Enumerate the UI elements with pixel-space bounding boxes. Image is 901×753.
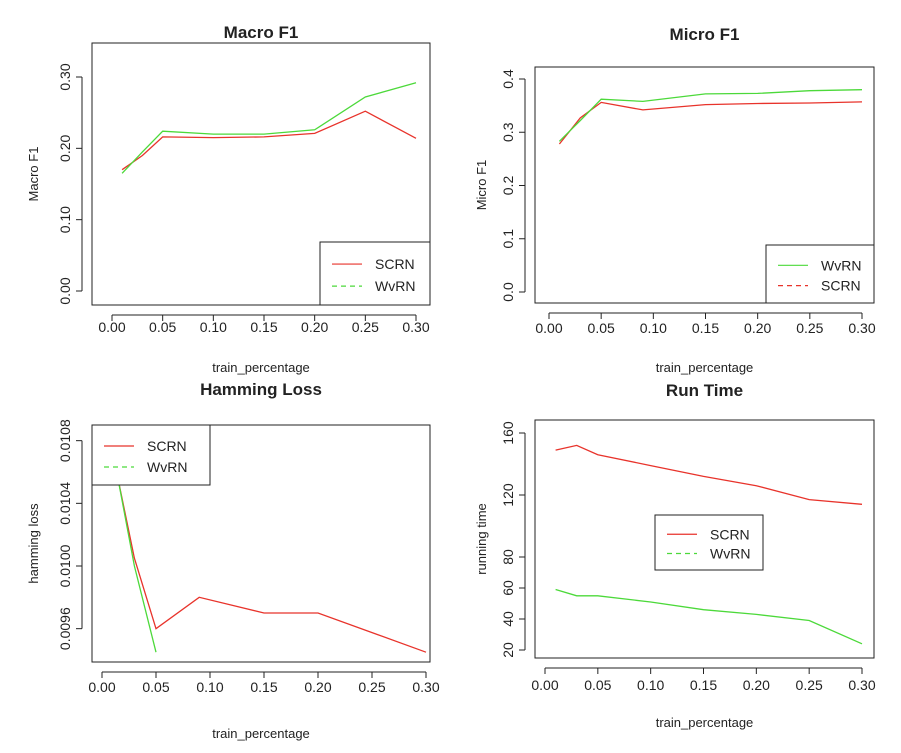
legend-box [654, 514, 764, 571]
y-tick-label: 20 [500, 642, 516, 658]
legend: SCRN WvRN [654, 514, 764, 571]
y-axis-label: Micro F1 [474, 160, 489, 211]
y-tick-label: 0.1 [500, 229, 516, 249]
x-tick-label: 0.15 [692, 320, 719, 336]
legend-label-wvrn: WvRN [821, 257, 861, 273]
chart-title: Macro F1 [224, 23, 299, 42]
legend: SCRN WvRN [91, 424, 211, 486]
x-axis-label: train_percentage [212, 726, 310, 741]
y-axis-label: running time [474, 503, 489, 575]
legend-label-wvrn: WvRN [147, 459, 187, 475]
x-tick-label: 0.10 [200, 319, 227, 335]
x-tick-label: 0.25 [358, 679, 385, 695]
y-tick-label: 0.0108 [57, 419, 73, 462]
y-tick-label: 0.4 [500, 69, 516, 89]
y-tick-label: 0.00 [57, 277, 73, 304]
x-axis-label: train_percentage [656, 715, 754, 730]
x-tick-label: 0.05 [149, 319, 176, 335]
x-tick-label: 0.30 [412, 679, 439, 695]
series-line-wvrn [558, 89, 863, 142]
x-tick-label: 0.15 [250, 319, 277, 335]
x-tick-label: 0.05 [588, 320, 615, 336]
y-tick-label: 60 [500, 580, 516, 596]
y-axis-label: Macro F1 [26, 147, 41, 202]
series-line-scrn [558, 101, 863, 145]
y-tick-label: 0.2 [500, 176, 516, 196]
x-tick-label: 0.15 [250, 679, 277, 695]
x-tick-label: 0.25 [352, 319, 379, 335]
y-tick-label: 0.0096 [57, 607, 73, 650]
legend-label-scrn: SCRN [710, 526, 750, 542]
legend-label-wvrn: WvRN [710, 546, 750, 562]
legend-label-scrn: SCRN [147, 438, 187, 454]
x-tick-label: 0.00 [88, 679, 115, 695]
x-tick-label: 0.10 [196, 679, 223, 695]
x-tick-label: 0.00 [531, 677, 558, 693]
x-tick-label: 0.30 [402, 319, 429, 335]
y-tick-label: 80 [500, 549, 516, 565]
legend: WvRN SCRN [765, 244, 875, 304]
legend: SCRN WvRN [319, 241, 431, 306]
x-tick-label: 0.00 [98, 319, 125, 335]
series-line-wvrn [555, 588, 863, 645]
x-tick-label: 0.00 [535, 320, 562, 336]
x-tick-label: 0.05 [142, 679, 169, 695]
y-tick-label: 0.20 [57, 134, 73, 161]
y-tick-label: 120 [500, 483, 516, 507]
x-axis-label: train_percentage [656, 360, 754, 375]
chart-title: Run Time [666, 381, 743, 400]
x-tick-label: 0.20 [743, 677, 770, 693]
x-tick-label: 0.20 [744, 320, 771, 336]
plot-frame [91, 42, 431, 306]
chart-panel-3: Hamming Loss 0.00 0.05 0.10 0.15 0.20 0.25 0.30… [26, 380, 440, 741]
chart-panel-4: Run Time 0.00 0.05 0.10 0.15 0.20 0.25 0.30 20 40… [474, 381, 876, 730]
chart-panel-1: Macro F1 0.00 0.05 0.10 0.15 0.20 0.25 0.30 0.00… [26, 23, 431, 375]
y-tick-label: 0.3 [500, 122, 516, 142]
x-tick-label: 0.25 [796, 320, 823, 336]
y-tick-label: 160 [500, 421, 516, 445]
x-tick-label: 0.30 [848, 677, 875, 693]
y-tick-label: 0.0100 [57, 544, 73, 587]
legend-label-scrn: SCRN [821, 278, 861, 294]
legend-box [319, 241, 431, 306]
legend-label-wvrn: WvRN [375, 278, 415, 294]
x-tick-label: 0.20 [301, 319, 328, 335]
y-tick-label: 0.30 [57, 63, 73, 90]
x-tick-label: 0.25 [796, 677, 823, 693]
chart-title: Micro F1 [670, 25, 740, 44]
series-line-scrn [555, 444, 863, 505]
y-tick-label: 40 [500, 611, 516, 627]
legend-label-scrn: SCRN [375, 256, 415, 272]
x-tick-label: 0.10 [640, 320, 667, 336]
x-tick-label: 0.10 [637, 677, 664, 693]
series-line-scrn [117, 479, 427, 653]
plot-frame [534, 419, 875, 659]
chart-title: Hamming Loss [200, 380, 322, 399]
x-tick-label: 0.15 [690, 677, 717, 693]
series-line-wvrn [121, 82, 417, 174]
x-tick-label: 0.30 [848, 320, 875, 336]
chart-panel-2: Micro F1 0.00 0.05 0.10 0.15 0.20 0.25 0.30 0.0 0… [474, 25, 876, 375]
plot-frame [534, 66, 875, 304]
y-tick-label: 0.0 [500, 282, 516, 302]
series-line-scrn [121, 110, 417, 171]
x-tick-label: 0.20 [304, 679, 331, 695]
y-tick-label: 0.0104 [57, 482, 73, 525]
legend-box [91, 424, 211, 486]
y-tick-label: 0.10 [57, 206, 73, 233]
y-axis-label: hamming loss [26, 503, 41, 584]
x-axis-label: train_percentage [212, 360, 310, 375]
legend-box [765, 244, 875, 304]
series-line-wvrn [117, 479, 157, 653]
plot-frame [91, 424, 431, 663]
x-tick-label: 0.05 [584, 677, 611, 693]
